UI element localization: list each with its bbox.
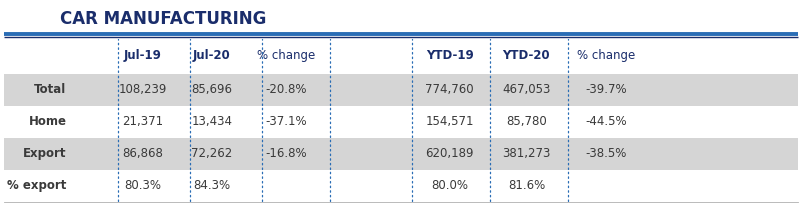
Text: Jul-20: Jul-20 xyxy=(193,49,231,62)
Text: % change: % change xyxy=(258,49,315,62)
Text: 154,571: 154,571 xyxy=(426,115,474,128)
Text: Jul-19: Jul-19 xyxy=(123,49,162,62)
Bar xyxy=(4,138,798,170)
Text: 72,262: 72,262 xyxy=(191,147,233,160)
Text: CAR MANUFACTURING: CAR MANUFACTURING xyxy=(60,10,266,28)
Text: -44.5%: -44.5% xyxy=(586,115,627,128)
Text: 80.3%: 80.3% xyxy=(124,179,161,192)
Text: YTD-20: YTD-20 xyxy=(502,49,550,62)
Text: 21,371: 21,371 xyxy=(122,115,163,128)
Text: 81.6%: 81.6% xyxy=(508,179,545,192)
Text: -20.8%: -20.8% xyxy=(266,83,307,96)
Text: 774,760: 774,760 xyxy=(426,83,474,96)
Text: 13,434: 13,434 xyxy=(191,115,233,128)
Text: 381,273: 381,273 xyxy=(502,147,550,160)
Text: Home: Home xyxy=(29,115,66,128)
Text: 108,239: 108,239 xyxy=(118,83,166,96)
Text: 86,868: 86,868 xyxy=(122,147,163,160)
Text: % change: % change xyxy=(578,49,635,62)
Text: Total: Total xyxy=(34,83,66,96)
Text: 467,053: 467,053 xyxy=(502,83,550,96)
Text: -38.5%: -38.5% xyxy=(586,147,627,160)
Text: 85,696: 85,696 xyxy=(191,83,233,96)
Text: -39.7%: -39.7% xyxy=(586,83,627,96)
Text: -16.8%: -16.8% xyxy=(266,147,307,160)
Text: YTD-19: YTD-19 xyxy=(426,49,474,62)
Text: 80.0%: 80.0% xyxy=(431,179,468,192)
Text: -37.1%: -37.1% xyxy=(266,115,307,128)
Text: 84.3%: 84.3% xyxy=(194,179,230,192)
Text: % export: % export xyxy=(7,179,66,192)
Bar xyxy=(4,74,798,106)
Text: Export: Export xyxy=(23,147,66,160)
Text: 85,780: 85,780 xyxy=(506,115,546,128)
Text: 620,189: 620,189 xyxy=(426,147,474,160)
